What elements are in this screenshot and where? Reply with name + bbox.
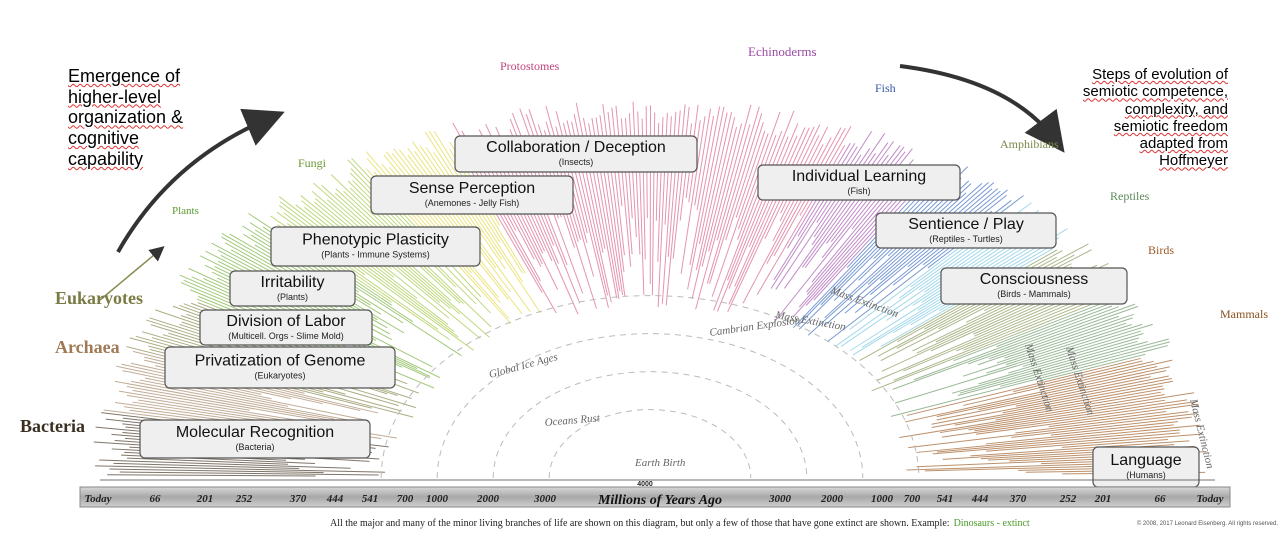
timeline-tick: 1000 [871,493,894,505]
timeline-tick: 1000 [426,493,449,505]
branch [576,103,605,249]
timeline-tick: 370 [1009,493,1027,505]
timeline-tick: 541 [362,493,379,505]
timeline-tick: 252 [235,493,253,505]
branch [629,113,636,237]
group-label: Protostomes [500,59,560,73]
stage-title: Sentience / Play [908,216,1024,233]
stage-title: Irritability [260,274,324,291]
stage-subtitle: (Birds - Mammals) [997,289,1071,299]
group-label: Fungi [298,156,327,170]
timeline-caption: Millions of Years Ago [597,493,722,508]
group-label: Bacteria [20,416,85,436]
stage-subtitle: (Fish) [848,186,871,196]
stage-subtitle: (Bacteria) [235,442,274,452]
copyright: © 2008, 2017 Leonard Eisenberg. All righ… [1137,520,1279,527]
group-label: Plants [172,205,199,217]
group-label: Birds [1148,243,1174,257]
timeline-tick: 66 [150,493,162,505]
timeline-tick: 66 [1155,493,1167,505]
timeline-tick: 541 [937,493,954,505]
branch [717,124,750,240]
event-label: Earth Birth [634,457,686,469]
event-label: Oceans Rust [544,412,601,429]
branch [697,116,713,210]
group-label: Mammals [1220,307,1268,321]
stage-subtitle: (Eukaryotes) [254,370,305,380]
branch [963,361,1153,405]
timeline-tick: 370 [289,493,307,505]
branch [603,104,624,272]
stage-subtitle: (Insects) [559,157,594,167]
stage-title: Molecular Recognition [176,424,334,441]
note: Emergence of higher-level organization &… [68,66,198,169]
timeline-tick: 252 [1059,493,1077,505]
branch [120,472,379,475]
stage-subtitle: (Reptiles - Turtles) [929,234,1003,244]
footer-text: All the major and many of the minor livi… [330,518,1030,529]
stage-title: Phenotypic Plasticity [302,232,449,249]
group-label: Echinoderms [748,44,817,59]
branch [127,387,335,423]
page: Bacteria Archaea Eukaryotes Plants Fungi Prot… [0,0,1283,533]
timeline-tick: 444 [326,493,344,505]
stage-title: Individual Learning [792,168,926,185]
stage-subtitle: (Plants - Immune Systems) [321,250,430,260]
timeline-tick: 201 [1094,493,1112,505]
stage-title: Privatization of Genome [195,352,366,369]
group-label: Reptiles [1110,189,1150,203]
stage-title: Division of Labor [226,313,346,330]
timeline-tick: Today [84,493,111,505]
group-label: Fish [875,81,896,95]
timeline-tick: 2000 [476,493,500,505]
timeline-tick: Today [1196,493,1223,505]
timeline-tick: 700 [904,493,921,505]
stage-subtitle: (Humans) [1126,470,1166,480]
stage-title: Collaboration / Deception [486,139,666,156]
arrow [900,66,1055,140]
event-label: Global Ice Ages [488,351,559,381]
event-label: Mass Extinction [828,284,900,320]
stage-title: Sense Perception [409,180,535,197]
stage-title: Consciousness [980,271,1089,288]
timeline-tick: 3000 [768,493,792,505]
stage-subtitle: (Multicell. Orgs - Slime Mold) [228,331,344,341]
timeline-tick: 2000 [820,493,844,505]
branch [1040,354,1145,380]
group-label: Amphibians [1000,137,1059,151]
timeline-origin: 4000 [637,481,653,488]
note: Steps of evolution of semiotic competenc… [1070,66,1228,170]
stage-subtitle: (Anemones - Jelly Fish) [425,198,520,208]
footer-note: All the major and many of the minor livi… [330,518,950,529]
timeline-tick: 700 [397,493,414,505]
timeline-tick: 201 [196,493,214,505]
group-label: Eukaryotes [55,288,143,308]
timeline-tick: 3000 [533,493,557,505]
branch [699,113,727,244]
stage-subtitle: (Plants) [277,292,308,302]
branch [955,389,1165,425]
group-label: Archaea [55,337,120,357]
footer-example: Dinosaurs - extinct [954,518,1030,529]
stage-title: Language [1110,452,1181,469]
timeline-tick: 444 [971,493,989,505]
branch [107,475,315,476]
